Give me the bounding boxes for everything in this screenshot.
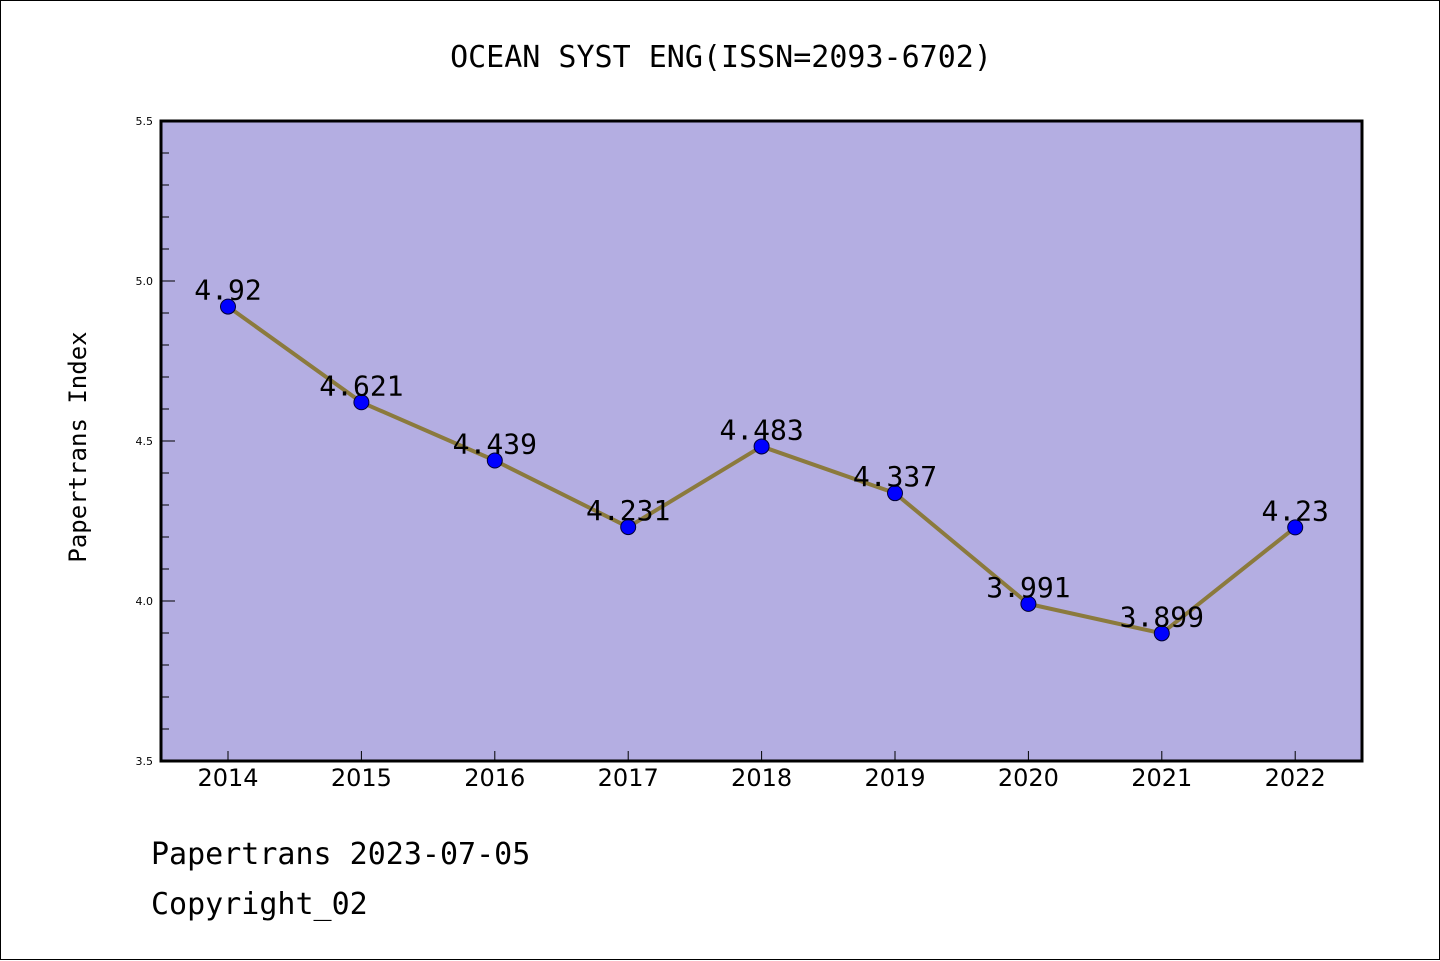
data-label: 4.231: [586, 494, 670, 527]
footer-date: Papertrans 2023-07-05: [151, 837, 531, 872]
data-point: [1287, 519, 1304, 536]
x-tick-label: 2016: [464, 764, 525, 792]
chart-title: OCEAN SYST ENG(ISSN=2093-6702): [450, 40, 992, 75]
data-label: 4.621: [319, 369, 403, 402]
y-axis-label: Papertrans Index: [64, 331, 92, 562]
data-point: [486, 452, 503, 469]
data-point: [1020, 595, 1037, 612]
x-tick-label: 2014: [197, 764, 258, 792]
x-tick-label: 2015: [331, 764, 392, 792]
data-label: 3.991: [986, 571, 1070, 604]
x-tick-label: 2022: [1265, 764, 1326, 792]
data-label: 4.92: [194, 274, 261, 307]
y-tick-label: 4.0: [136, 595, 154, 608]
data-label: 4.337: [853, 460, 937, 493]
x-axis: 2014 2015 2016 2017 2018 2019 2020 2021 2022: [197, 751, 1326, 792]
y-tick-label: 5.0: [136, 275, 154, 288]
y-tick-label: 4.5: [136, 435, 154, 448]
data-point: [1153, 625, 1170, 642]
data-label: 3.899: [1120, 600, 1204, 633]
x-tick-label: 2019: [864, 764, 925, 792]
data-label: 4.23: [1261, 494, 1328, 527]
x-tick-label: 2020: [998, 764, 1059, 792]
footer-copyright: Copyright_02: [151, 887, 368, 922]
data-point: [887, 485, 903, 502]
y-axis: 3.5 4.0 4.5 5.0 5.5: [136, 115, 175, 768]
data-point: [753, 438, 770, 455]
data-label: 4.439: [453, 428, 537, 461]
data-point: [353, 394, 370, 411]
x-tick-label: 2018: [731, 764, 792, 792]
y-tick-label: 3.5: [136, 755, 154, 768]
data-point: [620, 519, 637, 536]
data-point: [220, 298, 236, 315]
x-tick-label: 2017: [598, 764, 659, 792]
y-tick-label: 5.5: [136, 115, 154, 128]
x-tick-label: 2021: [1131, 764, 1192, 792]
data-label: 4.483: [719, 413, 803, 446]
series-group: 4.92 4.621 4.439 4.231 4.483 4.337 3.991 3.899 4…: [194, 274, 1329, 642]
